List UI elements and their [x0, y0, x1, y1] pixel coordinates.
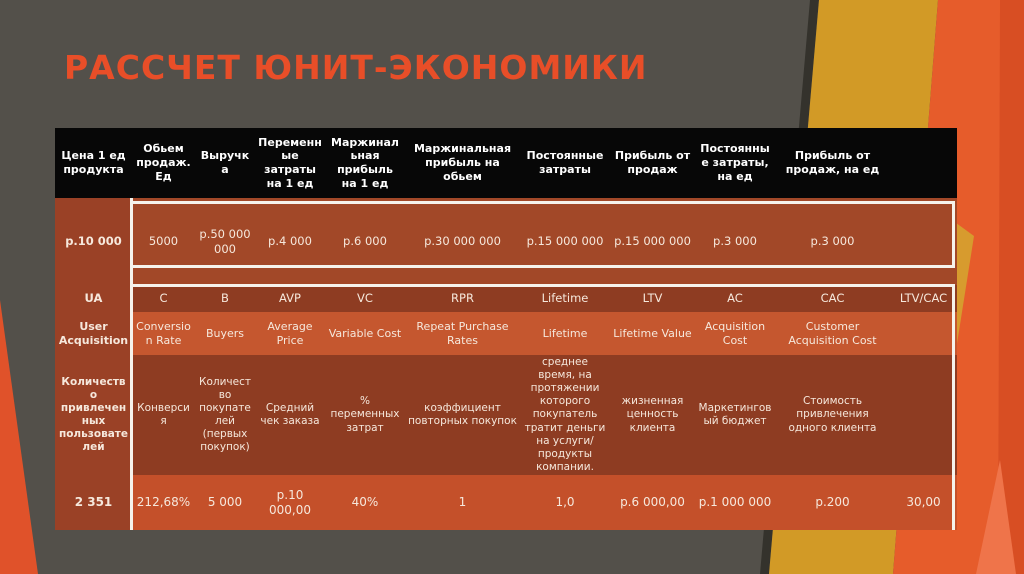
cell-header-col9: Прибыль от продаж, на ед — [775, 128, 890, 198]
cell-totals-col1: 5000 — [132, 198, 195, 285]
unit-economics-table: Цена 1 ед продукта Обьем продаж. Ед Выручк… — [55, 128, 957, 530]
cell-header-col3: Переменные затраты на 1 ед — [255, 128, 325, 198]
cell-header-col5: Маржинальная прибыль на обьем — [405, 128, 520, 198]
cell-unit-values-col7: p.6 000,00 — [610, 475, 695, 530]
cell-terms-ru-col8: Маркетинговый бюджет — [695, 355, 775, 475]
cell-terms-ru-col7: жизненная ценность клиента — [610, 355, 695, 475]
cell-unit-values-col10: 30,00 — [890, 475, 957, 530]
cell-unit-values-col1: 212,68% — [132, 475, 195, 530]
cell-codes-col6: Lifetime — [520, 285, 610, 312]
cell-terms-en-col2: Buyers — [195, 312, 255, 355]
cell-unit-values-col3: p.10 000,00 — [255, 475, 325, 530]
cell-unit-values-col6: 1,0 — [520, 475, 610, 530]
cell-terms-en-col10 — [890, 312, 957, 355]
cell-terms-ru-col1: Конверсия — [132, 355, 195, 475]
cell-terms-en-col5: Repeat Purchase Rates — [405, 312, 520, 355]
cell-terms-en-col8: Acquisition Cost — [695, 312, 775, 355]
cell-terms-ru-col6: среднее время, на протяжении которого по… — [520, 355, 610, 475]
cell-totals-col4: p.6 000 — [325, 198, 405, 285]
cell-terms-ru-col0: Количество привлеченных пользователей — [55, 355, 132, 475]
cell-codes-col0: UA — [55, 285, 132, 312]
cell-terms-ru-col2: Количество покупателей (первых покупок) — [195, 355, 255, 475]
cell-terms-en-col4: Variable Cost — [325, 312, 405, 355]
cell-totals-col9: p.3 000 — [775, 198, 890, 285]
cell-header-col0: Цена 1 ед продукта — [55, 128, 132, 198]
cell-codes-col10: LTV/CAC — [890, 285, 957, 312]
cell-totals-col10 — [890, 198, 957, 285]
cell-terms-en-col1: Conversion Rate — [132, 312, 195, 355]
cell-unit-values-col5: 1 — [405, 475, 520, 530]
cell-terms-ru-col4: % переменных затрат — [325, 355, 405, 475]
cell-codes-col4: VC — [325, 285, 405, 312]
cell-header-col1: Обьем продаж. Ед — [132, 128, 195, 198]
cell-totals-col0: p.10 000 — [55, 198, 132, 285]
cell-totals-col8: p.3 000 — [695, 198, 775, 285]
cell-terms-en-col9: Customer Acquisition Cost — [775, 312, 890, 355]
cell-totals-col2: p.50 000 000 — [195, 198, 255, 285]
cell-totals-col5: p.30 000 000 — [405, 198, 520, 285]
cell-terms-en-col0: User Acquisition — [55, 312, 132, 355]
cell-header-col7: Прибыль от продаж — [610, 128, 695, 198]
cell-unit-values-col2: 5 000 — [195, 475, 255, 530]
cell-terms-ru-col3: Средний чек заказа — [255, 355, 325, 475]
slide-title: РАССЧЕТ ЮНИТ-ЭКОНОМИКИ — [64, 48, 648, 87]
cell-codes-col5: RPR — [405, 285, 520, 312]
cell-codes-col1: C — [132, 285, 195, 312]
cell-terms-ru-col10 — [890, 355, 957, 475]
cell-terms-ru-col5: коэффициент повторных покупок — [405, 355, 520, 475]
cell-unit-values-col9: p.200 — [775, 475, 890, 530]
cell-header-col2: Выручка — [195, 128, 255, 198]
cell-terms-en-col6: Lifetime — [520, 312, 610, 355]
cell-terms-ru-col9: Стоимость привлечения одного клиента — [775, 355, 890, 475]
cell-header-col10 — [890, 128, 957, 198]
cell-codes-col3: AVP — [255, 285, 325, 312]
table-grid: Цена 1 ед продукта Обьем продаж. Ед Выручк… — [55, 128, 957, 530]
cell-terms-en-col7: Lifetime Value — [610, 312, 695, 355]
cell-terms-en-col3: Average Price — [255, 312, 325, 355]
cell-totals-col6: p.15 000 000 — [520, 198, 610, 285]
cell-codes-col9: CAC — [775, 285, 890, 312]
cell-codes-col2: B — [195, 285, 255, 312]
cell-totals-col3: p.4 000 — [255, 198, 325, 285]
cell-unit-values-col4: 40% — [325, 475, 405, 530]
cell-unit-values-col8: p.1 000 000 — [695, 475, 775, 530]
cell-codes-col7: LTV — [610, 285, 695, 312]
cell-header-col8: Постоянные затраты, на ед — [695, 128, 775, 198]
cell-header-col4: Маржинальная прибыль на 1 ед — [325, 128, 405, 198]
cell-codes-col8: AC — [695, 285, 775, 312]
cell-totals-col7: p.15 000 000 — [610, 198, 695, 285]
cell-header-col6: Постоянные затраты — [520, 128, 610, 198]
cell-unit-values-col0: 2 351 — [55, 475, 132, 530]
